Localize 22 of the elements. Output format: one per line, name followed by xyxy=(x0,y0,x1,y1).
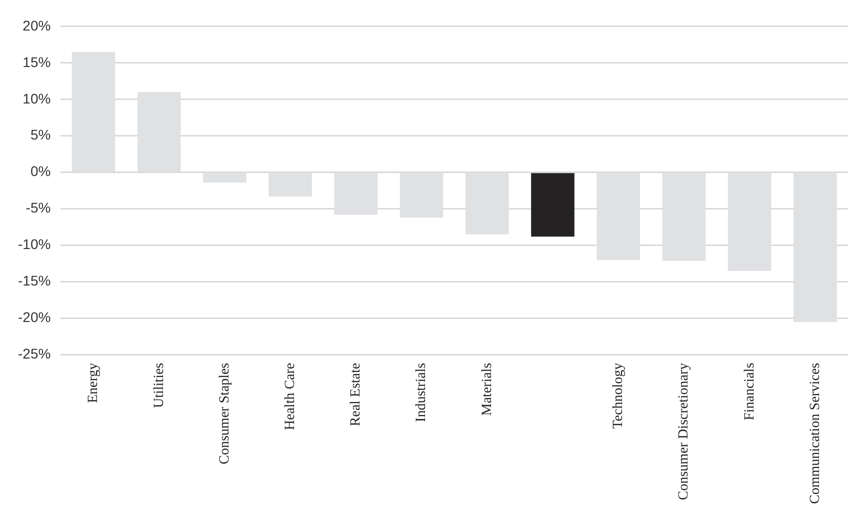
x-tick-label: Utilities xyxy=(152,362,167,408)
y-tick-label: 5% xyxy=(30,126,51,143)
x-tick-label: Communication Services xyxy=(808,362,823,504)
x-tick-label: Health Care xyxy=(282,362,298,430)
y-tick-label: -25% xyxy=(18,346,51,362)
bar xyxy=(531,173,574,237)
x-tick-label: Consumer Staples xyxy=(217,362,232,464)
y-tick-label: 10% xyxy=(22,90,51,106)
y-tick-label: -20% xyxy=(18,309,51,326)
x-tick-label: Technology xyxy=(611,362,626,429)
y-tick-label: 0% xyxy=(30,163,51,180)
x-tick-label: Energy xyxy=(86,362,102,404)
y-tick-label: -15% xyxy=(18,272,51,289)
x-tick-label: Consumer Discretionary xyxy=(676,362,692,500)
y-tick-label: -5% xyxy=(26,200,51,216)
x-tick-label: Materials xyxy=(480,362,495,416)
y-tick-label: 20% xyxy=(22,17,51,34)
x-tick-label: Industrials xyxy=(414,362,430,422)
y-tick-label: -10% xyxy=(18,236,51,252)
x-tick-label: Real Estate xyxy=(348,362,364,426)
y-tick-label: 15% xyxy=(22,54,51,70)
x-tick-label: Financials xyxy=(742,362,758,420)
